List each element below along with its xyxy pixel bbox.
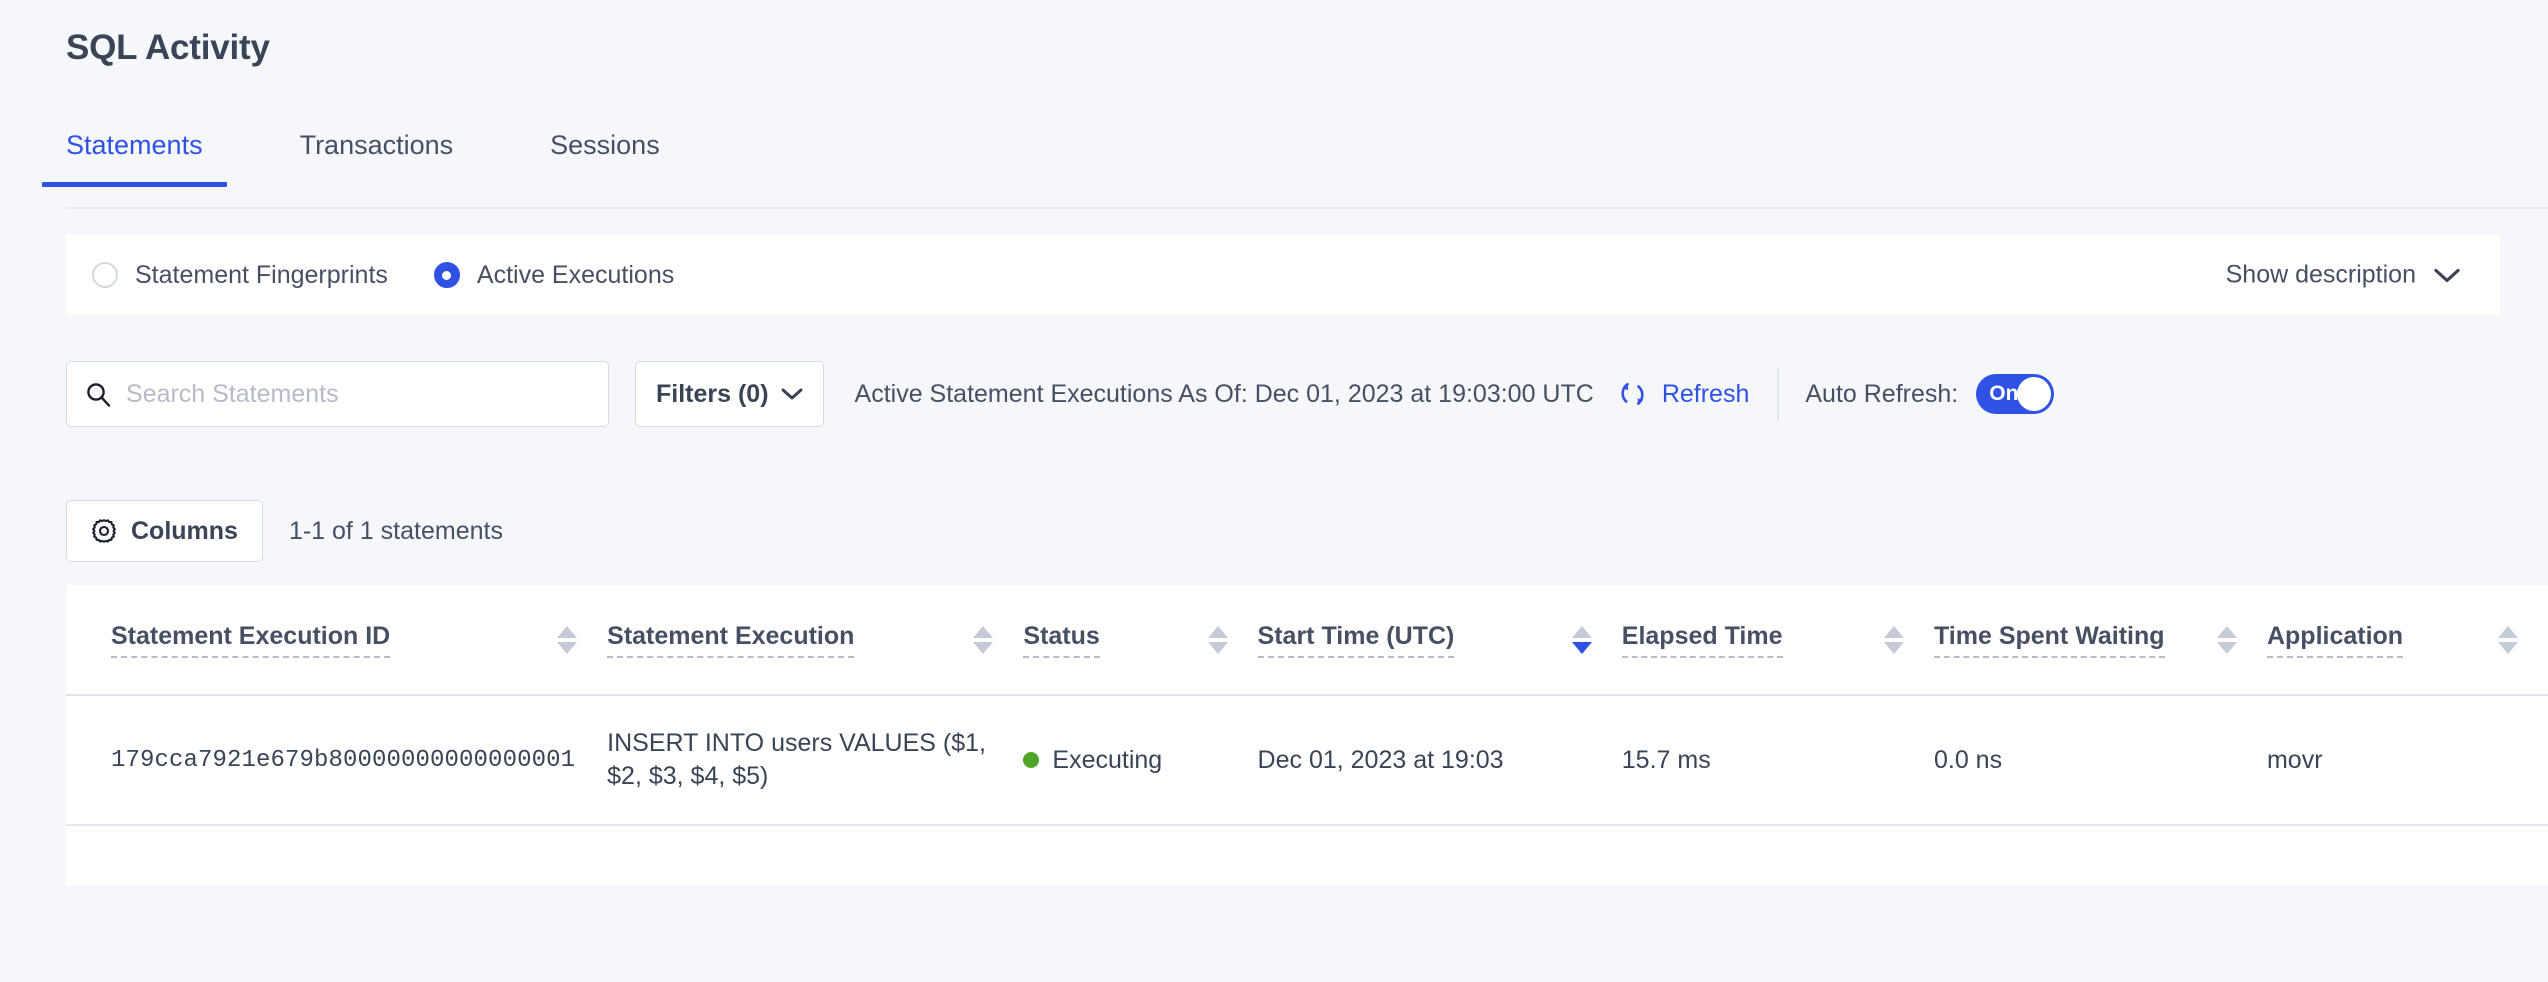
column-label[interactable]: Status [1023, 622, 1100, 658]
column-header-status[interactable]: Status [1023, 585, 1258, 696]
statement-value[interactable]: INSERT INTO users VALUES ($1, $2, $3, $4… [607, 729, 986, 790]
column-header-time-spent-waiting[interactable]: Time Spent Waiting [1933, 585, 2267, 696]
toggle-knob [2017, 377, 2052, 411]
sort-ascending-icon [2498, 625, 2518, 638]
start-time-value: Dec 01, 2023 at 19:03 [1257, 745, 1504, 774]
toolbar: Filters (0) Active Statement Executions … [66, 360, 2055, 428]
application-value: movr [2266, 745, 2323, 774]
filters-button[interactable]: Filters (0) [635, 361, 824, 427]
sort-descending-icon-active [1571, 641, 1592, 654]
toolbar-divider [1777, 368, 1780, 420]
cell-application: movr [2266, 695, 2548, 826]
result-count: 1-1 of 1 statements [288, 516, 503, 545]
column-header-application[interactable]: Application [2266, 585, 2548, 696]
execution-id-value: 179cca7921e679b80000000000000001 [111, 746, 576, 774]
column-header-statement-execution-id[interactable]: Statement Execution ID [66, 585, 608, 696]
cell-status: Executing [1023, 695, 1258, 826]
radio-icon-checked [433, 262, 460, 288]
search-statements-box[interactable] [66, 361, 609, 427]
column-label[interactable]: Application [2266, 622, 2404, 658]
columns-button[interactable]: Columns [66, 500, 263, 562]
status-dot-icon [1023, 752, 1040, 768]
column-label[interactable]: Statement Execution ID [111, 622, 391, 658]
auto-refresh-state: On [1989, 382, 2019, 405]
table-header-row: Statement Execution ID Statement Executi… [66, 585, 2548, 696]
columns-row: Columns 1-1 of 1 statements [66, 500, 503, 562]
sort-ascending-icon [1207, 625, 1228, 638]
radio-label-active-executions: Active Executions [476, 260, 675, 289]
show-description-label: Show description [2225, 260, 2416, 289]
column-header-statement-execution[interactable]: Statement Execution [607, 585, 1024, 696]
chevron-down-icon [781, 387, 803, 401]
filters-label: Filters (0) [656, 379, 769, 408]
show-description-toggle[interactable]: Show description [2226, 261, 2460, 290]
sort-descending-icon [557, 641, 578, 654]
sort-ascending-icon [557, 625, 578, 638]
search-icon [85, 381, 112, 408]
view-selector-card: Statement Fingerprints Active Executions… [66, 235, 2500, 315]
auto-refresh-label: Auto Refresh: [1805, 379, 1959, 408]
statements-table-card: Statement Execution ID Statement Executi… [66, 585, 2548, 885]
cell-statement[interactable]: INSERT INTO users VALUES ($1, $2, $3, $4… [607, 695, 1024, 826]
sort-toggle-time-spent-waiting[interactable] [2216, 625, 2237, 654]
sort-ascending-icon [2216, 625, 2237, 638]
cell-execution-id: 179cca7921e679b80000000000000001 [66, 695, 608, 826]
radio-statement-fingerprints[interactable]: Statement Fingerprints [92, 261, 388, 290]
view-selector-radio-group: Statement Fingerprints Active Executions [92, 261, 720, 290]
column-label[interactable]: Time Spent Waiting [1933, 622, 2165, 658]
column-label[interactable]: Elapsed Time [1621, 622, 1783, 658]
table-header: Statement Execution ID Statement Executi… [66, 585, 2548, 696]
chevron-down-icon [2434, 267, 2460, 283]
time-spent-waiting-value: 0.0 ns [1933, 745, 2003, 774]
sort-descending-icon [2498, 641, 2518, 654]
column-header-start-time[interactable]: Start Time (UTC) [1257, 585, 1622, 696]
sort-toggle-start-time[interactable] [1571, 625, 1592, 654]
tab-statements[interactable]: Statements [42, 130, 227, 187]
sort-descending-icon [2216, 641, 2237, 654]
column-header-elapsed-time[interactable]: Elapsed Time [1621, 585, 1934, 696]
cell-time-spent-waiting: 0.0 ns [1933, 695, 2267, 826]
sort-toggle-statement-execution-id[interactable] [557, 625, 578, 654]
radio-active-executions[interactable]: Active Executions [433, 260, 675, 290]
auto-refresh-control: Auto Refresh: On [1805, 374, 2055, 414]
cell-elapsed-time: 15.7 ms [1621, 695, 1934, 826]
sort-descending-icon [1883, 641, 1904, 654]
tab-sessions[interactable]: Sessions [550, 130, 660, 160]
refresh-icon [1616, 377, 1650, 411]
as-of-timestamp: Active Statement Executions As Of: Dec 0… [854, 379, 1594, 408]
sort-descending-icon [1207, 641, 1228, 654]
sort-ascending-icon [1883, 625, 1904, 638]
tabs-underline [66, 207, 2548, 209]
auto-refresh-toggle[interactable]: On [1976, 374, 2055, 414]
elapsed-time-value: 15.7 ms [1621, 745, 1711, 774]
tab-transactions[interactable]: Transactions [299, 130, 454, 160]
table-row[interactable]: 179cca7921e679b80000000000000001 INSERT … [66, 695, 2548, 826]
column-label[interactable]: Start Time (UTC) [1257, 622, 1455, 658]
columns-label: Columns [131, 516, 238, 545]
cell-start-time: Dec 01, 2023 at 19:03 [1257, 695, 1622, 826]
sort-toggle-elapsed-time[interactable] [1883, 625, 1904, 654]
sort-toggle-application[interactable] [2498, 625, 2518, 654]
radio-icon-unchecked [92, 262, 118, 288]
sort-ascending-icon [1571, 625, 1592, 638]
sort-ascending-icon [973, 625, 994, 638]
gear-icon [91, 518, 117, 544]
search-input[interactable] [126, 379, 590, 409]
page-title: SQL Activity [66, 28, 270, 67]
refresh-label: Refresh [1661, 379, 1750, 408]
sort-descending-icon [973, 641, 994, 654]
sort-toggle-status[interactable] [1207, 625, 1228, 654]
radio-label-statement-fingerprints: Statement Fingerprints [135, 260, 388, 289]
refresh-button[interactable]: Refresh [1616, 377, 1750, 411]
tab-bar: Statements Transactions Sessions [42, 130, 2548, 208]
status-value: Executing [1052, 745, 1163, 774]
active-executions-table: Statement Execution ID Statement Executi… [66, 585, 2548, 826]
column-label[interactable]: Statement Execution [607, 622, 855, 658]
sort-toggle-statement-execution[interactable] [973, 625, 994, 654]
table-body: 179cca7921e679b80000000000000001 INSERT … [66, 695, 2548, 826]
